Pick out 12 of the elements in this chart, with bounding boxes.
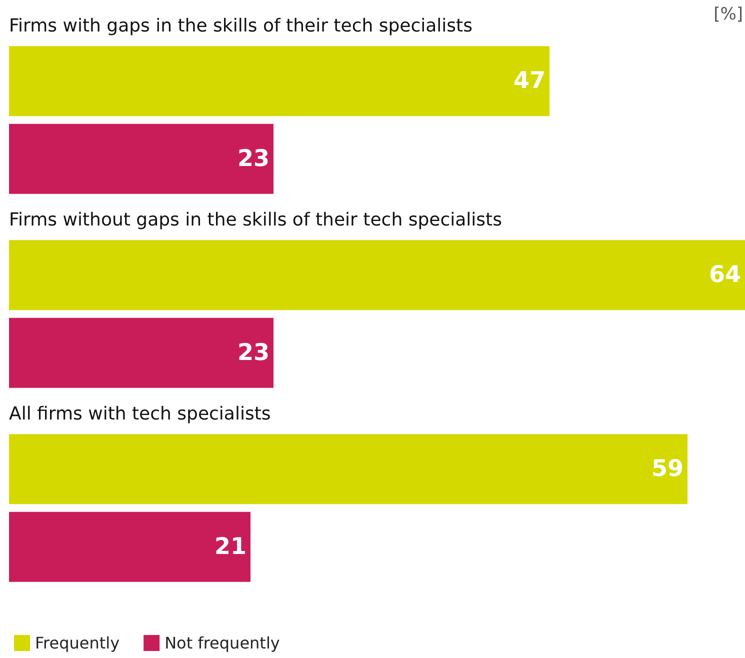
- data-label: 47: [513, 68, 546, 94]
- y-tick-label: All firms with tech specialists: [9, 404, 271, 424]
- data-label: 64: [708, 262, 741, 288]
- legend-label: Frequently: [35, 634, 120, 652]
- data-label: 23: [237, 340, 270, 366]
- data-label: 23: [237, 146, 270, 172]
- legend-label: Not frequently: [164, 634, 280, 652]
- y-tick-label: Firms without gaps in the skills of their tech specialists: [9, 210, 502, 230]
- y-tick-label: Firms with gaps in the skills of their tech specialists: [9, 16, 472, 36]
- data-label: 59: [651, 456, 684, 482]
- data-label: 21: [214, 534, 246, 560]
- annotation: [%]: [714, 4, 744, 24]
